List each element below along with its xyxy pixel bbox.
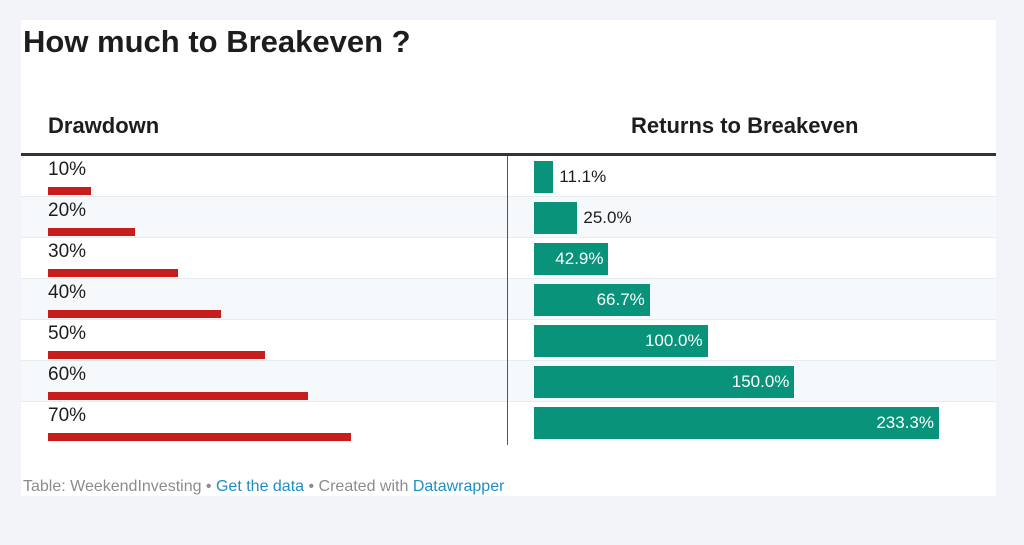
drawdown-bar: [48, 187, 92, 195]
breakeven-value-label: 11.1%: [559, 167, 607, 186]
breakeven-bar: [534, 161, 554, 193]
breakeven-bar: [534, 366, 795, 398]
table-row[interactable]: 60% 150.0%: [21, 361, 996, 402]
breakeven-value-label: 100.0%: [644, 331, 703, 350]
drawdown-bar: [48, 351, 265, 359]
chart-card: How much to Breakeven ? Drawdown Returns…: [21, 20, 996, 496]
column-header-drawdown[interactable]: Drawdown: [48, 113, 160, 138]
table-row[interactable]: 30% 42.9%: [21, 238, 996, 279]
footer-separator: •: [304, 478, 319, 495]
table-row[interactable]: 40% 66.7%: [21, 279, 996, 320]
drawdown-bar: [48, 228, 135, 236]
breakeven-bar: [534, 284, 650, 316]
breakeven-bar: [534, 243, 609, 275]
chart-title: How much to Breakeven ?: [23, 24, 411, 59]
table-row[interactable]: 50% 100.0%: [21, 320, 996, 361]
drawdown-label: 60%: [48, 364, 87, 385]
column-header-returns[interactable]: Returns to Breakeven: [631, 113, 859, 138]
datawrapper-link[interactable]: Datawrapper: [412, 478, 505, 495]
drawdown-bar: [48, 310, 222, 318]
column-divider: [507, 156, 508, 445]
drawdown-bar: [48, 269, 178, 277]
breakeven-bar: [534, 407, 939, 439]
breakeven-value-label: 25.0%: [583, 208, 632, 227]
footer: Table: WeekendInvesting • Get the data •…: [23, 478, 504, 496]
breakeven-value-label: 150.0%: [731, 372, 790, 391]
created-with-label: Created with: [318, 478, 409, 495]
drawdown-label: 10%: [48, 159, 87, 180]
breakeven-bar: [534, 202, 578, 234]
footer-separator: •: [201, 478, 216, 495]
drawdown-label: 40%: [48, 282, 87, 303]
source-label: Table: WeekendInvesting: [23, 478, 202, 495]
drawdown-label: 20%: [48, 200, 87, 221]
drawdown-label: 30%: [48, 241, 87, 262]
drawdown-label: 50%: [48, 323, 87, 344]
table-row[interactable]: 20% 25.0%: [21, 197, 996, 238]
header-rule: [21, 153, 996, 156]
table-row[interactable]: 70% 233.3%: [21, 402, 996, 443]
breakeven-value-label: 66.7%: [596, 290, 645, 309]
drawdown-bar: [48, 392, 308, 400]
breakeven-bar: [534, 325, 708, 357]
table-body: 10% 11.1% 20% 25.0% 30% 42.9% 40% 66.7% 50% 100.0…: [21, 156, 996, 443]
get-the-data-link[interactable]: Get the data: [215, 478, 305, 495]
drawdown-bar: [48, 433, 352, 441]
table-row[interactable]: 10% 11.1%: [21, 156, 996, 197]
breakeven-value-label: 233.3%: [876, 413, 934, 432]
drawdown-label: 70%: [48, 405, 87, 426]
breakeven-value-label: 42.9%: [555, 249, 604, 268]
